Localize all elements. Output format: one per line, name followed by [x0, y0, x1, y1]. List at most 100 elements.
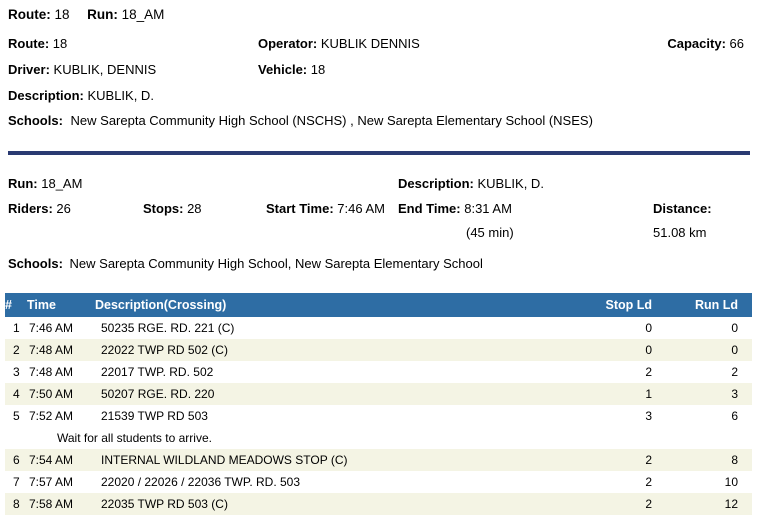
- cell-stop-ld: 2: [566, 449, 666, 471]
- stops-count-value: 28: [187, 201, 202, 216]
- cell-description: 50207 RGE. RD. 220: [95, 383, 566, 405]
- cell-run-ld: 12: [666, 493, 752, 515]
- stops-table-head: # Time Description(Crossing) Stop Ld Run…: [5, 293, 752, 317]
- cell-index: 6: [5, 449, 27, 471]
- table-row[interactable]: 6 7:54 AM INTERNAL WILDLAND MEADOWS STOP (…: [5, 449, 752, 471]
- column-header-stop-ld[interactable]: Stop Ld: [566, 293, 666, 317]
- run-duration-value: (45 min): [466, 225, 514, 240]
- cell-time: 7:52 AM: [29, 409, 74, 423]
- route-description-field: Description: KUBLIK, D.: [8, 83, 154, 109]
- section-divider: [8, 151, 750, 155]
- vehicle-field: Vehicle: 18: [258, 57, 325, 83]
- end-time-label: End Time:: [398, 201, 461, 216]
- cell-run-ld: 0: [731, 321, 738, 335]
- stops-table-container: # Time Description(Crossing) Stop Ld Run…: [5, 293, 752, 515]
- run-info-row-3: (45 min) 51.08 km: [8, 221, 752, 245]
- route-label: Route:: [8, 36, 50, 51]
- cell-stop-ld: 3: [645, 409, 652, 423]
- run-value: 18_AM: [41, 176, 83, 191]
- cell-description: 22017 TWP. RD. 502: [101, 365, 214, 379]
- cell-stop-ld: 2: [566, 493, 666, 515]
- cell-description: 22020 / 22026 / 22036 TWP. RD. 503: [101, 475, 301, 489]
- cell-run-ld: 2: [731, 365, 738, 379]
- stops-table: # Time Description(Crossing) Stop Ld Run…: [5, 293, 752, 515]
- route-header-section: Route: 18 Run: 18_AM Route: 18 Operator:…: [0, 0, 760, 133]
- start-time-value: 7:46 AM: [337, 201, 385, 216]
- stops-table-body: 1 7:46 AM 50235 RGE. RD. 221 (C) 0 0 2 7:48 AM…: [5, 317, 752, 515]
- run-description-value: KUBLIK, D.: [477, 176, 544, 191]
- column-header-run-ld[interactable]: Run Ld: [666, 293, 752, 317]
- cell-index: 2: [5, 339, 27, 361]
- cell-run-ld: 6: [731, 409, 738, 423]
- table-row[interactable]: 3 7:48 AM 22017 TWP. RD. 502 2 2: [5, 361, 752, 383]
- route-description-value: KUBLIK, D.: [87, 88, 154, 103]
- cell-time: 7:50 AM: [27, 383, 95, 405]
- run-schools-row: Schools: New Sarepta Community High Scho…: [8, 245, 752, 277]
- cell-time: 7:57 AM: [29, 475, 74, 489]
- cell-index: 5: [13, 409, 20, 423]
- route-value: 18: [52, 36, 68, 51]
- cell-run-ld: 0: [666, 339, 752, 361]
- distance-field: Distance:: [653, 196, 712, 221]
- column-header-time[interactable]: Time: [27, 293, 95, 317]
- distance-value: 51.08 km: [653, 225, 707, 240]
- table-row[interactable]: 8 7:58 AM 22035 TWP RD 503 (C) 2 12: [5, 493, 752, 515]
- run-schools-value: New Sarepta Community High School, New S…: [69, 256, 483, 271]
- cell-index: 8: [5, 493, 27, 515]
- table-row[interactable]: 1 7:46 AM 50235 RGE. RD. 221 (C) 0 0: [5, 317, 752, 339]
- cell-time: 7:46 AM: [29, 321, 74, 335]
- table-row[interactable]: 7 7:57 AM 22020 / 22026 / 22036 TWP. RD. 5…: [5, 471, 752, 493]
- operator-value: KUBLIK DENNIS: [320, 36, 420, 51]
- cell-index: 7: [13, 475, 20, 489]
- cell-description: INTERNAL WILDLAND MEADOWS STOP (C): [95, 449, 566, 471]
- riders-label: Riders:: [8, 201, 53, 216]
- operator-label: Operator:: [258, 36, 318, 51]
- run-info-row-2: Riders: 26 Stops: 28 Start Time: 7:46 AM…: [8, 196, 752, 221]
- cell-stop-ld: 1: [566, 383, 666, 405]
- route-schools-row: Schools: New Sarepta Community High Scho…: [8, 109, 752, 133]
- cell-stop-ld: 0: [566, 339, 666, 361]
- cell-run-ld: 3: [666, 383, 752, 405]
- route-description-label: Description:: [8, 88, 84, 103]
- table-row[interactable]: 5 7:52 AM 21539 TWP RD 503 3 6: [5, 405, 752, 427]
- vehicle-value: 18: [310, 62, 326, 77]
- cell-run-ld: 8: [666, 449, 752, 471]
- start-time-field: Start Time: 7:46 AM: [266, 196, 385, 221]
- route-schools-label: Schools:: [8, 113, 63, 128]
- title-route-label: Route:: [8, 7, 51, 22]
- cell-stop-ld: 2: [645, 475, 652, 489]
- run-field: Run: 18_AM: [8, 171, 82, 196]
- stop-note-row: Wait for all students to arrive.: [5, 427, 752, 449]
- operator-field: Operator: KUBLIK DENNIS: [258, 31, 420, 57]
- route-info-row-3: Description: KUBLIK, D.: [8, 83, 752, 109]
- riders-field: Riders: 26: [8, 196, 71, 221]
- run-description-field: Description: KUBLIK, D.: [398, 171, 544, 196]
- run-info-row-1: Run: 18_AM Description: KUBLIK, D.: [8, 171, 752, 196]
- capacity-value: 66: [729, 36, 744, 51]
- cell-index: 1: [13, 321, 20, 335]
- cell-description: 50235 RGE. RD. 221 (C): [101, 321, 235, 335]
- run-description-label: Description:: [398, 176, 474, 191]
- route-schools-value: New Sarepta Community High School (NSCHS…: [70, 113, 593, 128]
- riders-value: 26: [56, 201, 71, 216]
- end-time-field: End Time: 8:31 AM: [398, 196, 512, 221]
- stops-table-header-row: # Time Description(Crossing) Stop Ld Run…: [5, 293, 752, 317]
- column-header-index[interactable]: #: [5, 293, 27, 317]
- capacity-label: Capacity:: [667, 36, 726, 51]
- stop-note-spacer: [5, 427, 27, 449]
- distance-label: Distance:: [653, 201, 712, 216]
- cell-index: 4: [5, 383, 27, 405]
- run-schools-label: Schools:: [8, 256, 63, 271]
- table-row[interactable]: 2 7:48 AM 22022 TWP RD 502 (C) 0 0: [5, 339, 752, 361]
- cell-description: 22035 TWP RD 503 (C): [95, 493, 566, 515]
- driver-field: Driver: KUBLIK, DENNIS: [8, 57, 156, 83]
- route-info-row-1: Route: 18 Operator: KUBLIK DENNIS Capaci…: [8, 31, 752, 57]
- column-header-description[interactable]: Description(Crossing): [95, 293, 566, 317]
- cell-run-ld: 10: [724, 475, 738, 489]
- table-row[interactable]: 4 7:50 AM 50207 RGE. RD. 220 1 3: [5, 383, 752, 405]
- driver-value: KUBLIK, DENNIS: [53, 62, 157, 77]
- run-detail-section: Run: 18_AM Description: KUBLIK, D. Rider…: [0, 171, 760, 277]
- cell-index: 3: [13, 365, 20, 379]
- route-field: Route: 18: [8, 31, 67, 57]
- cell-time: 7:48 AM: [29, 365, 74, 379]
